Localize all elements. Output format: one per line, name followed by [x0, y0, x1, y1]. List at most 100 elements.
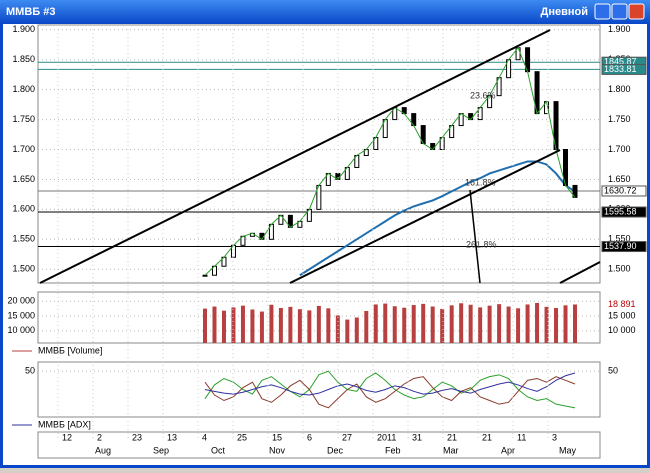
- volume-bar: [269, 304, 274, 343]
- y-tick-label: 1.800: [608, 84, 631, 94]
- month-label: Apr: [501, 445, 515, 455]
- volume-bar: [449, 305, 454, 343]
- series-line: [204, 376, 576, 409]
- y-tick-label: 1.750: [12, 114, 35, 124]
- volume-bar: [288, 306, 293, 343]
- date-label: 6: [307, 432, 312, 442]
- date-label: 15: [272, 432, 282, 442]
- y-tick-label: 1.500: [12, 264, 35, 274]
- y-tick-label: 1.900: [608, 24, 631, 34]
- month-label: Oct: [211, 445, 226, 455]
- chart-area: [3, 24, 647, 465]
- volume-bar: [297, 309, 302, 343]
- level-box: [601, 185, 647, 197]
- date-label: 23: [132, 432, 142, 442]
- date-label: 13: [167, 432, 177, 442]
- y-tick-label: 1.650: [12, 174, 35, 184]
- date-label: 12: [62, 432, 72, 442]
- volume-bar: [430, 306, 435, 343]
- volume-bar: [316, 305, 321, 343]
- y-tick-label: 10 000: [608, 325, 636, 335]
- y-tick-label: 50: [608, 366, 618, 376]
- title-bar: [0, 0, 650, 24]
- y-tick-label: 10 000: [7, 325, 35, 335]
- volume-bar: [345, 319, 350, 343]
- legend-label: ММВБ [Volume]: [38, 345, 102, 355]
- level-label: 1845.87: [604, 57, 637, 67]
- level-box: [601, 206, 647, 218]
- volume-bar: [307, 310, 312, 343]
- volume-bar: [411, 305, 416, 343]
- y-tick-label: 1.700: [608, 144, 631, 154]
- date-label: 11: [517, 432, 526, 442]
- y-tick-label: 1.650: [608, 174, 631, 184]
- trend-line: [39, 29, 551, 284]
- maximize-button[interactable]: [611, 3, 628, 20]
- month-label: Nov: [269, 445, 286, 455]
- volume-bar: [478, 307, 483, 343]
- volume-bar: [203, 308, 207, 343]
- timeframe: Дневной: [541, 6, 589, 18]
- date-label: 21: [482, 432, 492, 442]
- date-label: 2: [97, 432, 102, 442]
- fib-label: 261.8%: [466, 239, 497, 249]
- window-title: ММВБ #3: [6, 6, 55, 18]
- trend-line: [559, 261, 601, 284]
- volume-bar: [468, 304, 473, 343]
- date-label: 31: [412, 432, 422, 442]
- month-label: Mar: [443, 445, 459, 455]
- minimize-button[interactable]: [594, 3, 611, 20]
- volume-bar: [212, 306, 217, 343]
- series-line: [204, 372, 576, 396]
- volume-bar: [392, 306, 397, 343]
- legend-label: ММВБ [ADX]: [38, 419, 91, 429]
- y-tick-label: 15 000: [7, 310, 35, 320]
- y-tick-label: 1.800: [12, 84, 35, 94]
- month-label: May: [559, 445, 577, 455]
- volume-bar: [278, 308, 283, 343]
- close-button[interactable]: [628, 3, 645, 20]
- month-label: Sep: [153, 445, 169, 455]
- volume-bar: [554, 308, 559, 343]
- date-label: 21: [447, 432, 457, 442]
- level-box: [601, 63, 647, 75]
- volume-bar: [497, 304, 502, 343]
- date-label: 3: [552, 432, 557, 442]
- month-label: Dec: [327, 445, 344, 455]
- volume-bar: [240, 305, 245, 343]
- volume-bar: [535, 302, 540, 343]
- trend-line: [289, 149, 561, 284]
- volume-bar: [421, 303, 426, 343]
- y-tick-label: 15 000: [608, 310, 636, 320]
- fib-label: 23.6%: [470, 90, 496, 100]
- series-line: [299, 160, 576, 277]
- volume-bar: [525, 304, 530, 343]
- volume-bar: [573, 304, 577, 343]
- fib-label: 161.8%: [465, 177, 496, 187]
- volume-bar: [383, 303, 388, 343]
- volume-last: 18 891: [608, 299, 636, 309]
- y-tick-label: 1.750: [608, 114, 631, 124]
- month-label: Feb: [385, 445, 401, 455]
- volume-bar: [563, 305, 568, 343]
- y-tick-label: 1.850: [12, 54, 35, 64]
- price-panel: [37, 24, 601, 284]
- level-label: 1833.81: [604, 64, 637, 74]
- volume-bar: [544, 306, 549, 343]
- candle: [202, 274, 208, 277]
- volume-bar: [440, 308, 445, 343]
- volume-bar: [354, 317, 359, 343]
- date-label: 4: [202, 432, 207, 442]
- volume-bar: [402, 307, 407, 343]
- volume-bar: [459, 303, 464, 343]
- date-label: 2011: [377, 432, 396, 442]
- month-label: Aug: [95, 445, 111, 455]
- date-label: 27: [342, 432, 352, 442]
- volume-bar: [259, 311, 264, 343]
- level-box: [601, 241, 647, 253]
- adx-panel: [37, 361, 601, 418]
- y-tick-label: 1.900: [12, 24, 35, 34]
- y-tick-label: 50: [25, 366, 35, 376]
- volume-bar: [250, 309, 255, 343]
